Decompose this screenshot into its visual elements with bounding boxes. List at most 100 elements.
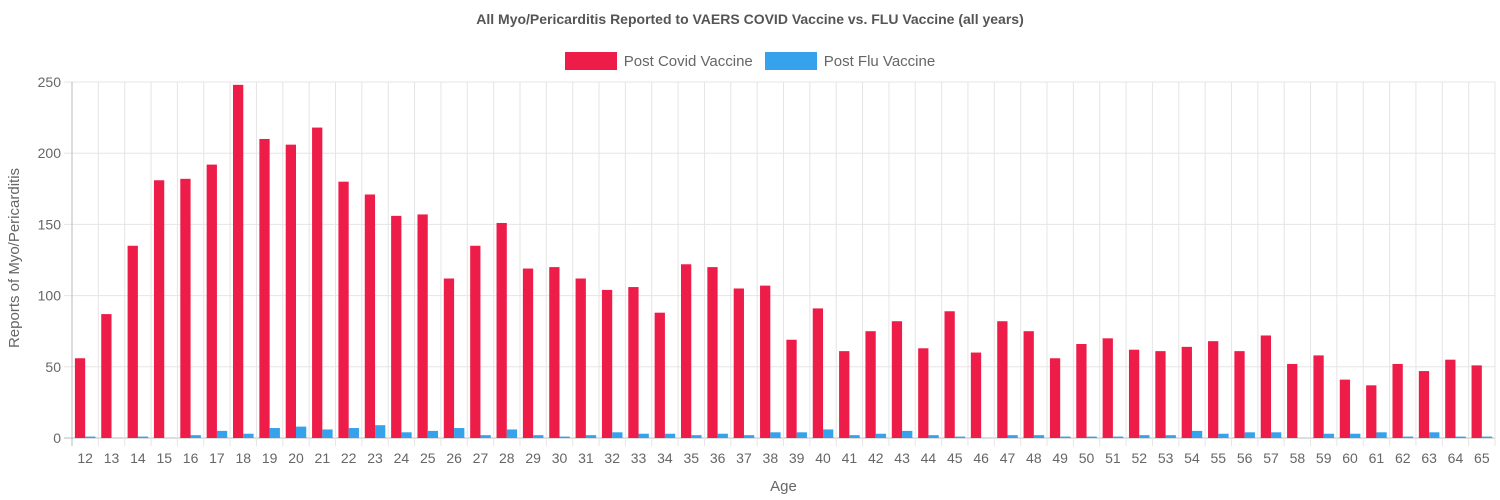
- x-tick-label: 12: [77, 450, 93, 466]
- bar-flu-age-12: [85, 436, 96, 438]
- bar-covid-age-33: [628, 287, 639, 438]
- bar-covid-age-44: [918, 348, 929, 438]
- x-axis-title: Age: [770, 478, 797, 495]
- bar-covid-age-65: [1471, 365, 1482, 438]
- x-tick-label: 45: [947, 450, 963, 466]
- bar-covid-age-12: [74, 358, 86, 438]
- bar-flu-age-57: [1271, 432, 1282, 438]
- x-tick-label: 39: [789, 450, 805, 466]
- bar-covid-age-22: [338, 181, 349, 438]
- x-tick-label: 56: [1237, 450, 1253, 466]
- bar-covid-age-39: [786, 339, 797, 438]
- bar-covid-age-41: [839, 351, 850, 438]
- x-tick-label: 46: [973, 450, 989, 466]
- x-tick-label: 36: [710, 450, 726, 466]
- x-tick-label: 28: [499, 450, 515, 466]
- bar-covid-age-45: [944, 311, 955, 438]
- bar-covid-age-57: [1260, 335, 1272, 438]
- x-tick-label: 50: [1079, 450, 1095, 466]
- bar-covid-age-31: [575, 278, 586, 438]
- y-tick-label: 0: [53, 430, 61, 446]
- legend-label-covid: Post Covid Vaccine: [623, 52, 753, 70]
- y-tick-label: 200: [38, 145, 62, 161]
- x-tick-label: 31: [578, 450, 594, 466]
- bar-flu-age-52: [1139, 435, 1150, 438]
- bar-flu-age-42: [875, 433, 887, 438]
- bar-flu-age-25: [427, 430, 439, 438]
- x-tick-label: 37: [736, 450, 752, 466]
- bar-flu-age-49: [1060, 436, 1071, 438]
- bar-flu-age-63: [1429, 432, 1440, 438]
- x-tick-label: 38: [763, 450, 779, 466]
- x-tick-label: 62: [1395, 450, 1411, 466]
- x-tick-label: 17: [209, 450, 225, 466]
- bar-covid-age-19: [259, 138, 270, 438]
- bar-flu-age-14: [137, 436, 149, 438]
- x-tick-label: 58: [1290, 450, 1306, 466]
- bar-flu-age-48: [1033, 435, 1045, 438]
- x-tick-label: 51: [1105, 450, 1121, 466]
- bar-covid-age-43: [891, 321, 903, 438]
- bar-flu-age-17: [216, 430, 228, 438]
- bar-flu-age-16: [190, 435, 201, 438]
- bar-covid-age-52: [1128, 349, 1140, 438]
- bar-covid-age-34: [654, 312, 665, 438]
- bar-flu-age-47: [1007, 435, 1018, 438]
- x-tick-label: 30: [552, 450, 568, 466]
- x-tick-label: 19: [262, 450, 278, 466]
- bar-covid-age-58: [1287, 363, 1298, 438]
- bar-flu-age-64: [1455, 436, 1466, 438]
- bar-flu-age-32: [612, 432, 623, 438]
- bar-flu-age-35: [691, 435, 702, 438]
- bar-covid-age-63: [1418, 371, 1430, 438]
- bar-covid-age-25: [417, 214, 428, 438]
- bar-flu-age-22: [348, 428, 359, 438]
- bar-flu-age-36: [717, 433, 728, 438]
- x-tick-label: 14: [130, 450, 146, 466]
- bar-flu-age-56: [1244, 432, 1255, 438]
- bar-flu-age-65: [1481, 436, 1493, 438]
- bar-flu-age-40: [823, 429, 834, 438]
- bar-flu-age-43: [902, 430, 913, 438]
- bar-flu-age-20: [295, 426, 307, 438]
- bar-covid-age-40: [812, 308, 824, 438]
- x-tick-label: 20: [288, 450, 304, 466]
- bar-flu-age-26: [454, 428, 465, 438]
- bar-covid-age-38: [760, 285, 771, 438]
- bar-covid-age-26: [443, 278, 455, 438]
- bar-covid-age-49: [1049, 358, 1061, 438]
- bar-flu-age-59: [1323, 433, 1334, 438]
- bar-flu-age-61: [1376, 432, 1387, 438]
- bar-covid-age-35: [680, 264, 692, 438]
- bar-covid-age-54: [1181, 346, 1192, 438]
- bar-flu-age-18: [243, 433, 254, 438]
- x-tick-label: 27: [473, 450, 489, 466]
- y-tick-label: 100: [38, 288, 62, 304]
- x-tick-label: 52: [1131, 450, 1147, 466]
- chart-legend: Post Covid Vaccine Post Flu Vaccine: [0, 52, 1500, 70]
- bar-flu-age-23: [375, 425, 386, 438]
- legend-swatch-covid: [564, 52, 617, 70]
- bar-covid-age-27: [470, 245, 481, 438]
- bar-covid-age-30: [549, 267, 560, 438]
- bar-flu-age-37: [743, 435, 755, 438]
- x-tick-label: 34: [657, 450, 673, 466]
- bar-flu-age-24: [401, 432, 412, 438]
- x-tick-label: 41: [842, 450, 858, 466]
- x-tick-label: 40: [815, 450, 831, 466]
- bar-flu-age-41: [849, 435, 860, 438]
- legend-item-flu[interactable]: Post Flu Vaccine: [764, 52, 935, 70]
- bar-covid-age-48: [1023, 331, 1034, 438]
- legend-item-covid[interactable]: Post Covid Vaccine: [564, 52, 753, 70]
- x-tick-label: 29: [525, 450, 541, 466]
- bar-covid-age-37: [733, 288, 744, 438]
- x-tick-label: 33: [631, 450, 647, 466]
- y-tick-label: 250: [38, 74, 62, 90]
- bar-covid-age-59: [1313, 355, 1324, 438]
- bar-flu-age-29: [533, 435, 544, 438]
- bar-covid-age-24: [391, 215, 402, 438]
- x-tick-label: 26: [446, 450, 462, 466]
- x-tick-label: 54: [1184, 450, 1200, 466]
- y-tick-label: 150: [38, 216, 62, 232]
- x-tick-label: 35: [683, 450, 699, 466]
